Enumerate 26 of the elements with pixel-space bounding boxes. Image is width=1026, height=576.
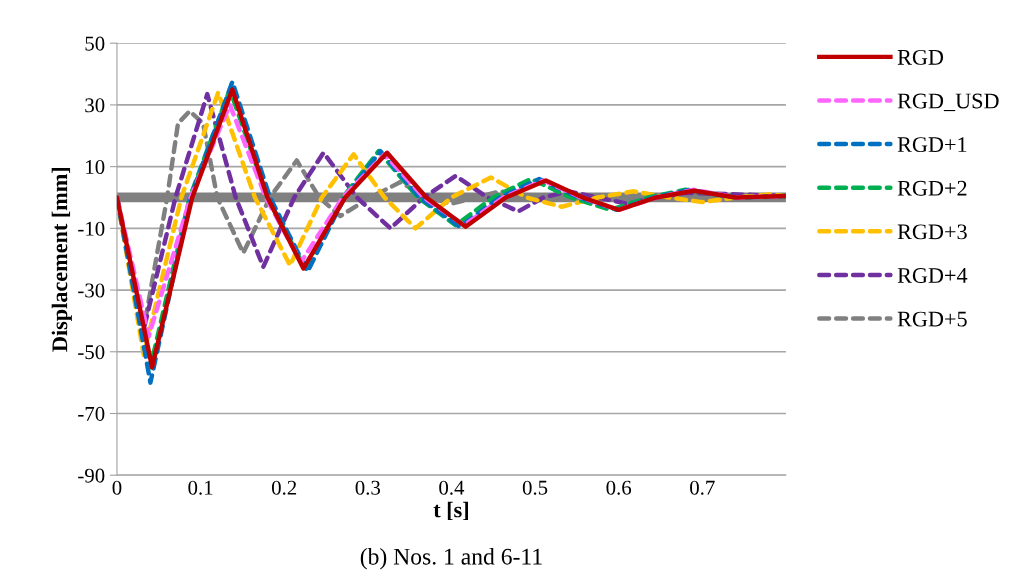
x-tick-label: 0.4 — [439, 480, 465, 495]
y-tick-label: -70 — [78, 406, 105, 421]
x-tick-label: 0.2 — [271, 480, 297, 495]
y-tick-label: 50 — [85, 36, 105, 51]
legend-label: RGD+5 — [897, 311, 967, 327]
legend-label: RGD+1 — [897, 137, 967, 153]
legend-label: RGD_USD — [897, 93, 999, 112]
y-tick-label: -90 — [78, 468, 105, 483]
y-tick-label: -50 — [78, 345, 105, 360]
legend-label: RGD — [897, 49, 944, 65]
x-axis-title: t [s] — [433, 501, 468, 521]
y-tick-label: -10 — [78, 221, 105, 236]
x-tick-label: 0.1 — [188, 480, 213, 495]
y-tick-label: -30 — [78, 283, 105, 298]
y-axis-title: Displacement [mm] — [51, 167, 72, 352]
legend-label: RGD+2 — [897, 180, 967, 196]
x-tick-label: 0.7 — [690, 480, 715, 495]
text: (b) Nos. 1 and 6-11 — [360, 548, 542, 570]
legend-label: RGD+3 — [897, 224, 967, 240]
x-tick-label: 0.5 — [522, 480, 548, 495]
y-tick-label: 10 — [86, 160, 105, 175]
x-tick-label: 0.3 — [355, 480, 381, 495]
y-tick-label: 30 — [85, 98, 105, 113]
legend-label: RGD+4 — [897, 268, 968, 283]
x-tick-label: 0 — [112, 480, 122, 495]
x-tick-label: 0.6 — [606, 480, 632, 495]
